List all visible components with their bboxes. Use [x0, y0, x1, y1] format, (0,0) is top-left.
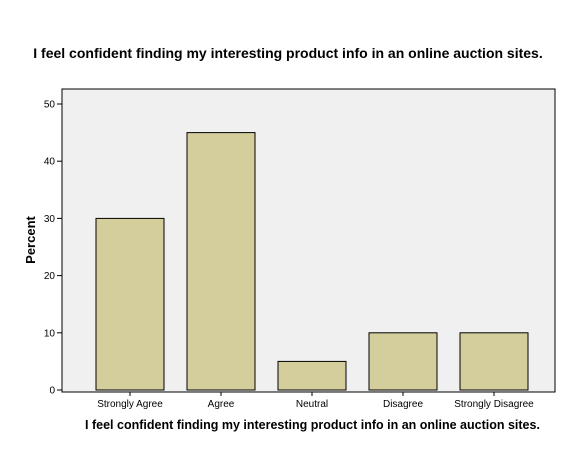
y-axis: 0 10 20 30 40 50 — [44, 100, 62, 397]
bar — [95, 217, 165, 391]
y-axis-title: Percent — [23, 215, 38, 263]
y-tick-label: 50 — [44, 100, 56, 111]
bars — [95, 132, 529, 391]
bar — [186, 132, 256, 391]
x-tick-label: Disagree — [383, 399, 423, 410]
x-tick-label: Strongly Disagree — [454, 399, 534, 410]
bar — [277, 360, 347, 391]
x-tick-label: Agree — [208, 399, 235, 410]
chart-title: I feel confident finding my interesting … — [33, 45, 543, 61]
y-tick-label: 40 — [44, 157, 56, 168]
y-tick-label: 20 — [44, 271, 56, 282]
y-tick-label: 10 — [44, 328, 56, 339]
x-axis: Strongly Agree Agree Neutral Disagree Strong… — [97, 392, 534, 410]
x-tick-label: Neutral — [296, 399, 328, 410]
y-tick-label: 0 — [49, 386, 55, 397]
x-tick-label: Strongly Agree — [97, 399, 163, 410]
y-tick-label: 30 — [44, 214, 56, 225]
bar — [459, 332, 529, 391]
bar — [368, 332, 438, 391]
x-axis-title: I feel confident finding my interesting … — [85, 418, 540, 432]
